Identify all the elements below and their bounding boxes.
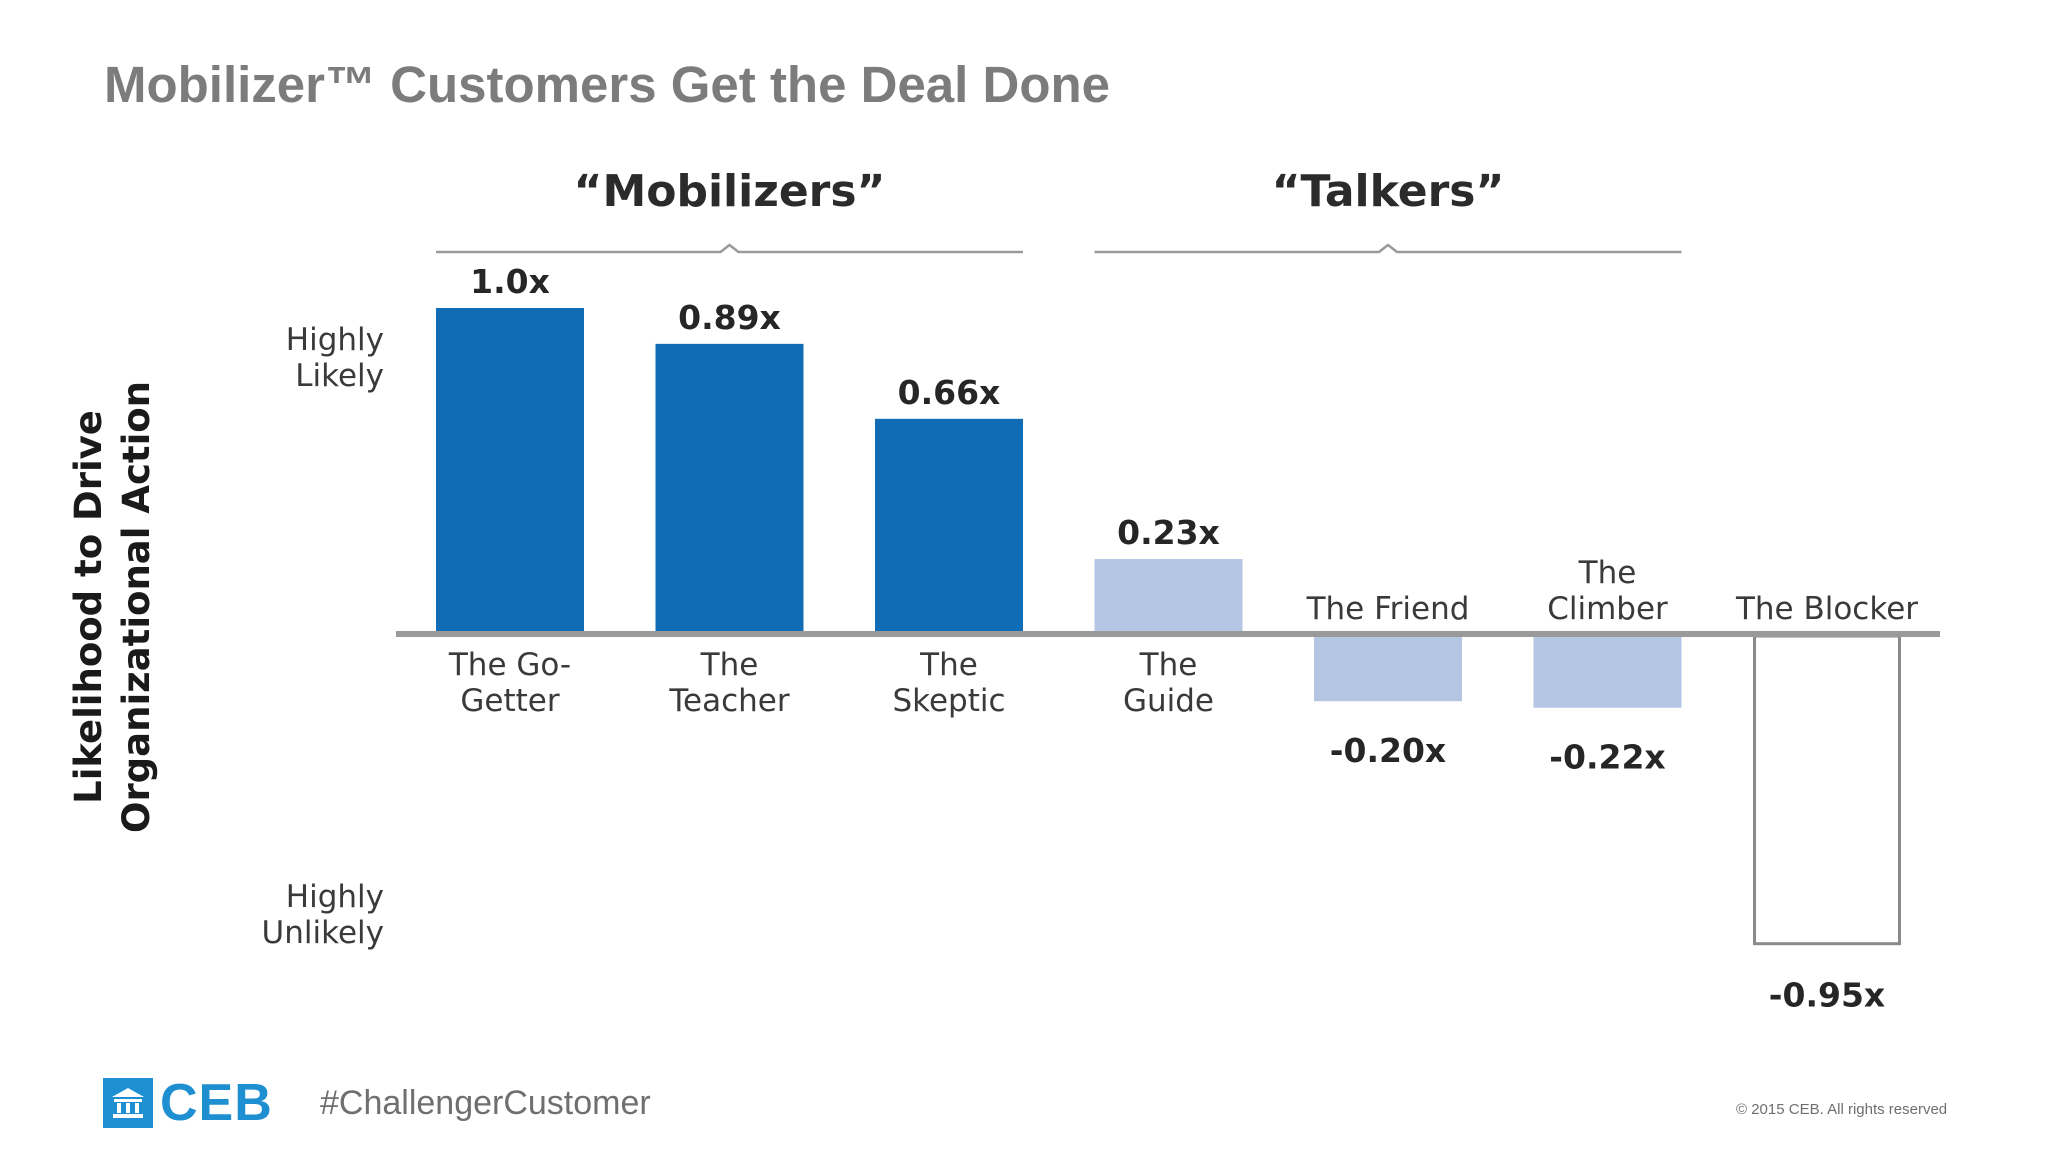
data-label: -0.20x [1330,731,1446,770]
data-label: 0.89x [678,298,781,337]
category-label: The Guide [1123,647,1214,719]
copyright-text: © 2015 CEB. All rights reserved [1736,1101,1948,1118]
category-label-line: The [700,647,759,683]
bar [1753,634,1901,946]
category-label-line: The Friend [1306,591,1470,627]
category-label-line: The Go- [448,647,571,683]
scale-label-bottom-line: Highly [286,879,384,915]
bar [1314,636,1462,702]
category-label-line: The [1139,647,1198,683]
category-label-line: Teacher [668,683,790,719]
scale-label-top-line: Likely [295,358,384,394]
ceb-logo: CEB [103,1074,273,1132]
hashtag-text: #ChallengerCustomer [320,1084,651,1122]
group-label: “Mobilizers” [574,166,886,217]
y-axis-title: Likelihood to Drive Organizational Action [67,381,158,833]
category-label: The Skeptic [892,647,1005,719]
data-label: 0.23x [1117,513,1220,552]
building-columns-icon [103,1078,153,1128]
bar [655,343,804,634]
category-label-line: The [919,647,978,683]
category-label: The Friend [1306,591,1470,627]
group-bracket [436,243,1023,254]
group-bracket [1094,243,1682,254]
bar [875,418,1023,634]
scale-label-top-line: Highly [286,322,384,358]
data-label: -0.95x [1769,976,1885,1015]
data-label: 0.66x [898,373,1001,412]
category-label-line: Getter [460,683,559,719]
y-axis-title-line: Organizational Action [115,381,158,833]
data-label: 1.0x [470,262,550,301]
bar [436,308,584,634]
scale-label-top: Highly Likely [286,322,384,394]
category-label-line: The Blocker [1735,591,1918,627]
category-label-line: Guide [1123,683,1214,719]
logo-wordmark: CEB [160,1074,273,1132]
group-label: “Talkers” [1272,166,1505,217]
category-label-line: The [1578,555,1637,591]
bar [1533,636,1682,708]
category-label: The Climber [1547,555,1668,627]
bar [1094,559,1243,634]
category-label: The Go-Getter [448,647,571,719]
slide-title: Mobilizer™ Customers Get the Deal Done [104,56,1111,113]
category-label-line: Skeptic [892,683,1005,719]
category-label: The Blocker [1735,591,1918,627]
scale-label-bottom-line: Unlikely [262,915,384,951]
data-label: -0.22x [1549,738,1665,777]
category-label: The Teacher [668,647,790,719]
y-axis-title-line: Likelihood to Drive [67,410,110,804]
category-label-line: Climber [1547,591,1668,627]
scale-label-bottom: Highly Unlikely [262,879,384,951]
